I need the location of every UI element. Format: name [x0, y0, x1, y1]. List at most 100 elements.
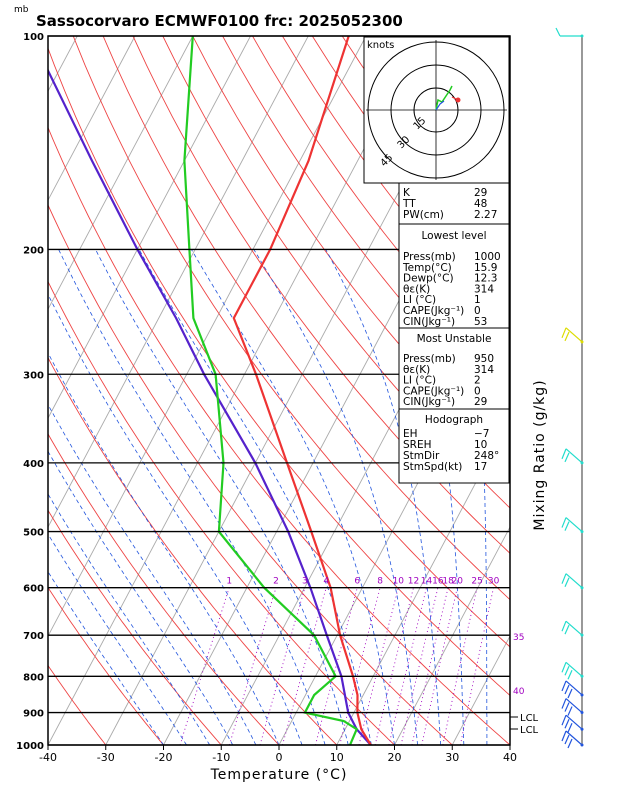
temperature-tick-label: 20	[388, 751, 402, 764]
lcl-label-upper: LCL	[520, 713, 539, 724]
wind-barb-flag	[561, 714, 567, 726]
mixing-ratio-label: 4	[323, 577, 329, 587]
pressure-tick-label: 400	[23, 459, 44, 470]
wind-barb-flag	[564, 577, 570, 587]
wind-barb	[561, 573, 584, 590]
index-value: 248°	[474, 450, 499, 462]
wind-barb	[561, 661, 584, 680]
mixing-ratio-edge-label: 35	[513, 633, 524, 643]
wind-barb-flag	[567, 688, 573, 699]
dry-adiabat-line	[48, 586, 164, 745]
wind-barb-flag	[564, 734, 570, 745]
wind-barb-dot	[580, 461, 584, 465]
isotherm-line	[0, 36, 20, 745]
indices-most-unstable: Press(mb) 950 θε(K) 314 LI (°C) 2 CAPE(Jkg⁻¹) 0…	[403, 353, 494, 408]
index-value: 53	[474, 316, 487, 328]
index-value: 1000	[474, 251, 501, 263]
mixing-ratio-lines	[179, 587, 495, 745]
mixing-ratio-line	[259, 587, 306, 745]
wind-barb-dot	[580, 633, 584, 637]
pressure-tick-label: 900	[23, 709, 44, 720]
pressure-tick-label: 700	[23, 631, 44, 642]
wind-barb-dot	[580, 711, 584, 715]
pressure-unit-label: mb	[14, 5, 29, 15]
index-label: EH	[403, 428, 418, 440]
wind-barb-staff	[565, 661, 583, 677]
pressure-tick-label: 300	[23, 370, 44, 381]
moist-adiabat-line	[48, 493, 211, 745]
wind-barb-staff	[565, 714, 583, 730]
temperature-trace	[232, 36, 372, 745]
index-label: LI (°C)	[403, 375, 436, 387]
dry-adiabat-line	[102, 36, 510, 601]
dry-adiabat-line	[162, 36, 510, 509]
wind-barb-flag	[564, 452, 570, 463]
mixing-ratio-label: 12	[408, 577, 419, 587]
wind-barb-flag	[564, 624, 570, 635]
wind-barb	[561, 730, 584, 749]
dry-adiabat-line	[48, 356, 338, 745]
dry-adiabat-line	[48, 509, 222, 745]
temperature-tick-label: -10	[212, 751, 230, 764]
index-value: 2.27	[474, 209, 497, 221]
x-axis-title: Temperature (°C)	[210, 767, 348, 783]
wind-barb-flag	[561, 620, 567, 632]
pressure-tick-label: 600	[23, 584, 44, 595]
dry-adiabat-line	[132, 36, 510, 554]
wind-barb-flag	[567, 670, 573, 680]
wind-barb-flag	[567, 706, 573, 716]
lowest-level-heading: Lowest level	[421, 230, 486, 242]
mixing-ratio-label: 30	[488, 577, 500, 587]
index-label: PW(cm)	[403, 209, 444, 221]
pressure-tick-label: 500	[23, 528, 44, 539]
index-label: SREH	[403, 439, 432, 451]
wind-barb-flag	[564, 666, 570, 676]
mixing-ratio-line	[400, 587, 439, 745]
wind-barb-dot	[580, 674, 584, 678]
wind-barb-flag	[567, 738, 573, 749]
isotherm-line	[48, 36, 425, 745]
index-label: CAPE(Jkg⁻¹)	[403, 305, 464, 317]
mixing-ratio-line	[374, 587, 414, 745]
wind-barb-staff	[565, 730, 583, 746]
index-value: 29	[474, 396, 487, 408]
lcl-label-lower: LCL	[520, 725, 539, 736]
wind-barb-staff	[565, 620, 583, 636]
index-label: TT	[402, 198, 416, 210]
mixing-ratio-label: 2	[273, 577, 279, 587]
temperature-tick-label: -40	[39, 751, 57, 764]
index-label: Press(mb)	[403, 251, 456, 263]
isotherm-line	[48, 36, 309, 529]
isotherm-line	[48, 36, 136, 202]
mixing-ratio-label: 10	[393, 577, 405, 587]
index-label: θε(K)	[403, 364, 430, 376]
index-value: 12.3	[474, 273, 497, 285]
temperature-tick-label: 40	[503, 751, 517, 764]
mixing-ratio-line	[228, 587, 277, 745]
index-label: CIN(Jkg⁻¹)	[403, 316, 455, 328]
wind-barb-flag	[561, 662, 567, 673]
mixing-ratio-label: 8	[377, 577, 383, 587]
wind-barb-flag	[561, 573, 567, 584]
mixing-ratio-line	[358, 587, 399, 745]
moist-adiabat-line	[48, 533, 187, 745]
wind-barb-flag	[564, 684, 570, 695]
mixing-ratio-line	[442, 587, 478, 745]
indices-hodograph: EH −7 SREH 10 StmDir 248° StmSpd(kt) 17	[403, 428, 499, 473]
mixing-ratio-line	[179, 587, 230, 745]
index-label: StmDir	[403, 450, 440, 462]
wind-barb-flag	[561, 698, 567, 709]
wind-barb	[561, 714, 584, 733]
isotherm-line	[336, 417, 510, 745]
pressure-tick-label: 1000	[16, 741, 44, 752]
mixing-ratio-label: 20	[452, 577, 464, 587]
dry-adiabat-line	[48, 126, 510, 745]
dry-adiabat-line	[48, 433, 280, 745]
mixing-ratio-label: 3	[302, 577, 308, 587]
hodograph-trace	[435, 85, 453, 111]
wind-barb	[561, 680, 584, 699]
wind-barb-staff	[565, 698, 583, 714]
mixing-ratio-label: 25	[471, 577, 482, 587]
mixing-ratio-label: 14	[421, 577, 433, 587]
index-label: LI (°C)	[403, 294, 436, 306]
